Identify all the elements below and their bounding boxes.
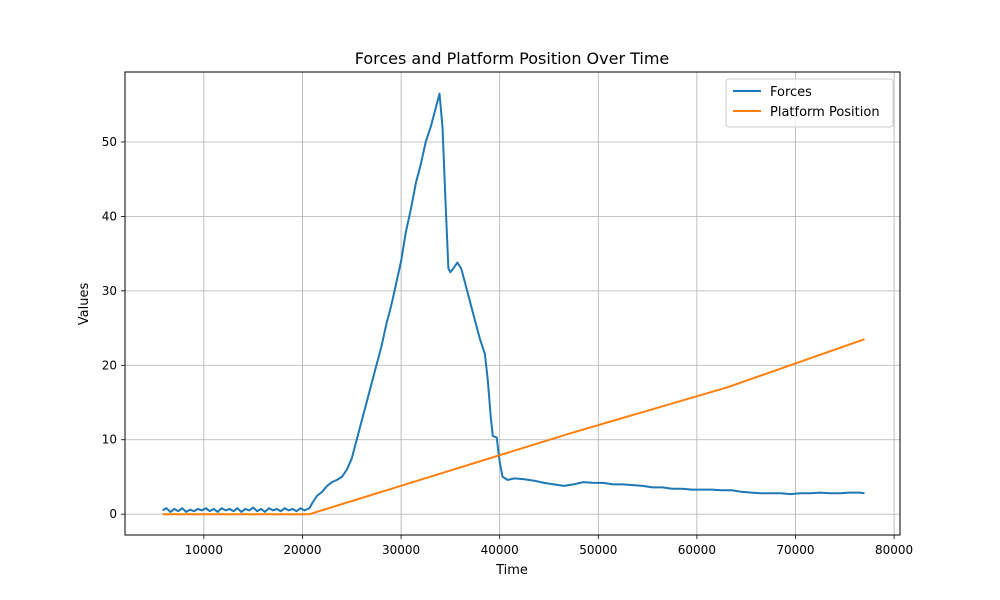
y-axis-label: Values xyxy=(77,283,92,326)
legend: Forces Platform Position xyxy=(725,78,894,128)
x-tick-label: 50000 xyxy=(579,543,617,557)
y-tick-label: 20 xyxy=(102,358,117,372)
legend-box xyxy=(725,78,894,128)
x-tick-label: 30000 xyxy=(382,543,420,557)
y-tick-label: 30 xyxy=(102,284,117,298)
plot-frame xyxy=(124,71,901,536)
x-tick-label: 20000 xyxy=(283,543,321,557)
y-tick-label: 0 xyxy=(109,507,117,521)
y-tick-label: 40 xyxy=(102,209,117,223)
series-lines xyxy=(162,92,865,516)
x-tick-label: 40000 xyxy=(481,543,519,557)
y-tick-label: 10 xyxy=(102,433,117,447)
legend-label-forces: Forces xyxy=(770,85,812,100)
x-axis-label: Time xyxy=(495,563,528,578)
axis-ticks: 10000 20000 30000 40000 50000 60000 70000 80000… xyxy=(102,135,913,557)
x-tick-label: 80000 xyxy=(875,543,913,557)
series-line-platform-position xyxy=(162,338,865,516)
legend-label-platform-position: Platform Position xyxy=(770,105,880,120)
x-tick-label: 60000 xyxy=(678,543,716,557)
x-tick-label: 10000 xyxy=(185,543,223,557)
y-tick-label: 50 xyxy=(102,135,117,149)
series-line-forces xyxy=(162,92,865,513)
x-tick-label: 70000 xyxy=(776,543,814,557)
chart-title: Forces and Platform Position Over Time xyxy=(355,49,670,68)
